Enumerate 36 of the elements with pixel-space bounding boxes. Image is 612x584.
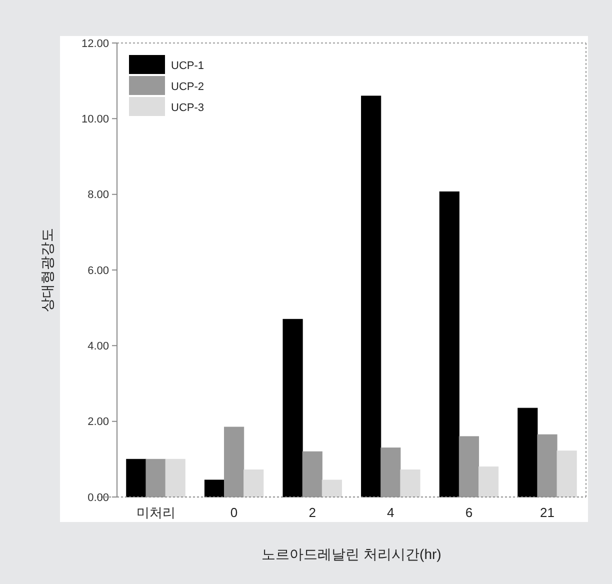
- bar: [126, 458, 146, 498]
- bar: [458, 436, 479, 498]
- y-tick-label: 8.00: [88, 189, 109, 202]
- bar: [439, 191, 460, 498]
- bar: [282, 318, 303, 498]
- x-tick-label: 6: [465, 505, 473, 520]
- y-axis-title: 상대형광강도: [39, 228, 55, 312]
- bar: [165, 458, 186, 498]
- bar: [518, 408, 538, 498]
- x-tick-label: 미처리: [136, 505, 176, 520]
- x-axis-title: 노르아드레날린 처리시간(hr): [262, 546, 442, 562]
- bar: [380, 448, 401, 498]
- bar: [146, 458, 166, 498]
- y-tick-label: 10.00: [81, 114, 109, 126]
- x-tick-label: 4: [387, 505, 394, 520]
- y-tick-label: 12.00: [81, 38, 109, 50]
- legend-label: UCP-3: [171, 102, 204, 114]
- bar: [478, 466, 499, 498]
- y-tick-label: 6.00: [88, 264, 109, 277]
- y-tick-label: 0.00: [88, 492, 109, 504]
- x-tick-label: 21: [540, 505, 554, 520]
- bar: [556, 450, 577, 498]
- bar: [224, 426, 244, 498]
- x-tick-label: 2: [308, 505, 316, 520]
- legend-label: UCP-1: [171, 60, 204, 72]
- bar: [400, 470, 420, 498]
- bar: [322, 480, 342, 498]
- bar: [244, 470, 264, 498]
- y-tick-label: 2.00: [88, 416, 109, 428]
- bar: [537, 434, 558, 498]
- y-tick-label: 4.00: [88, 340, 109, 353]
- bar: [361, 96, 382, 498]
- bar: [204, 480, 225, 498]
- bar: [302, 451, 322, 498]
- legend-label: UCP-2: [171, 80, 204, 93]
- x-tick-label: 0: [230, 505, 238, 520]
